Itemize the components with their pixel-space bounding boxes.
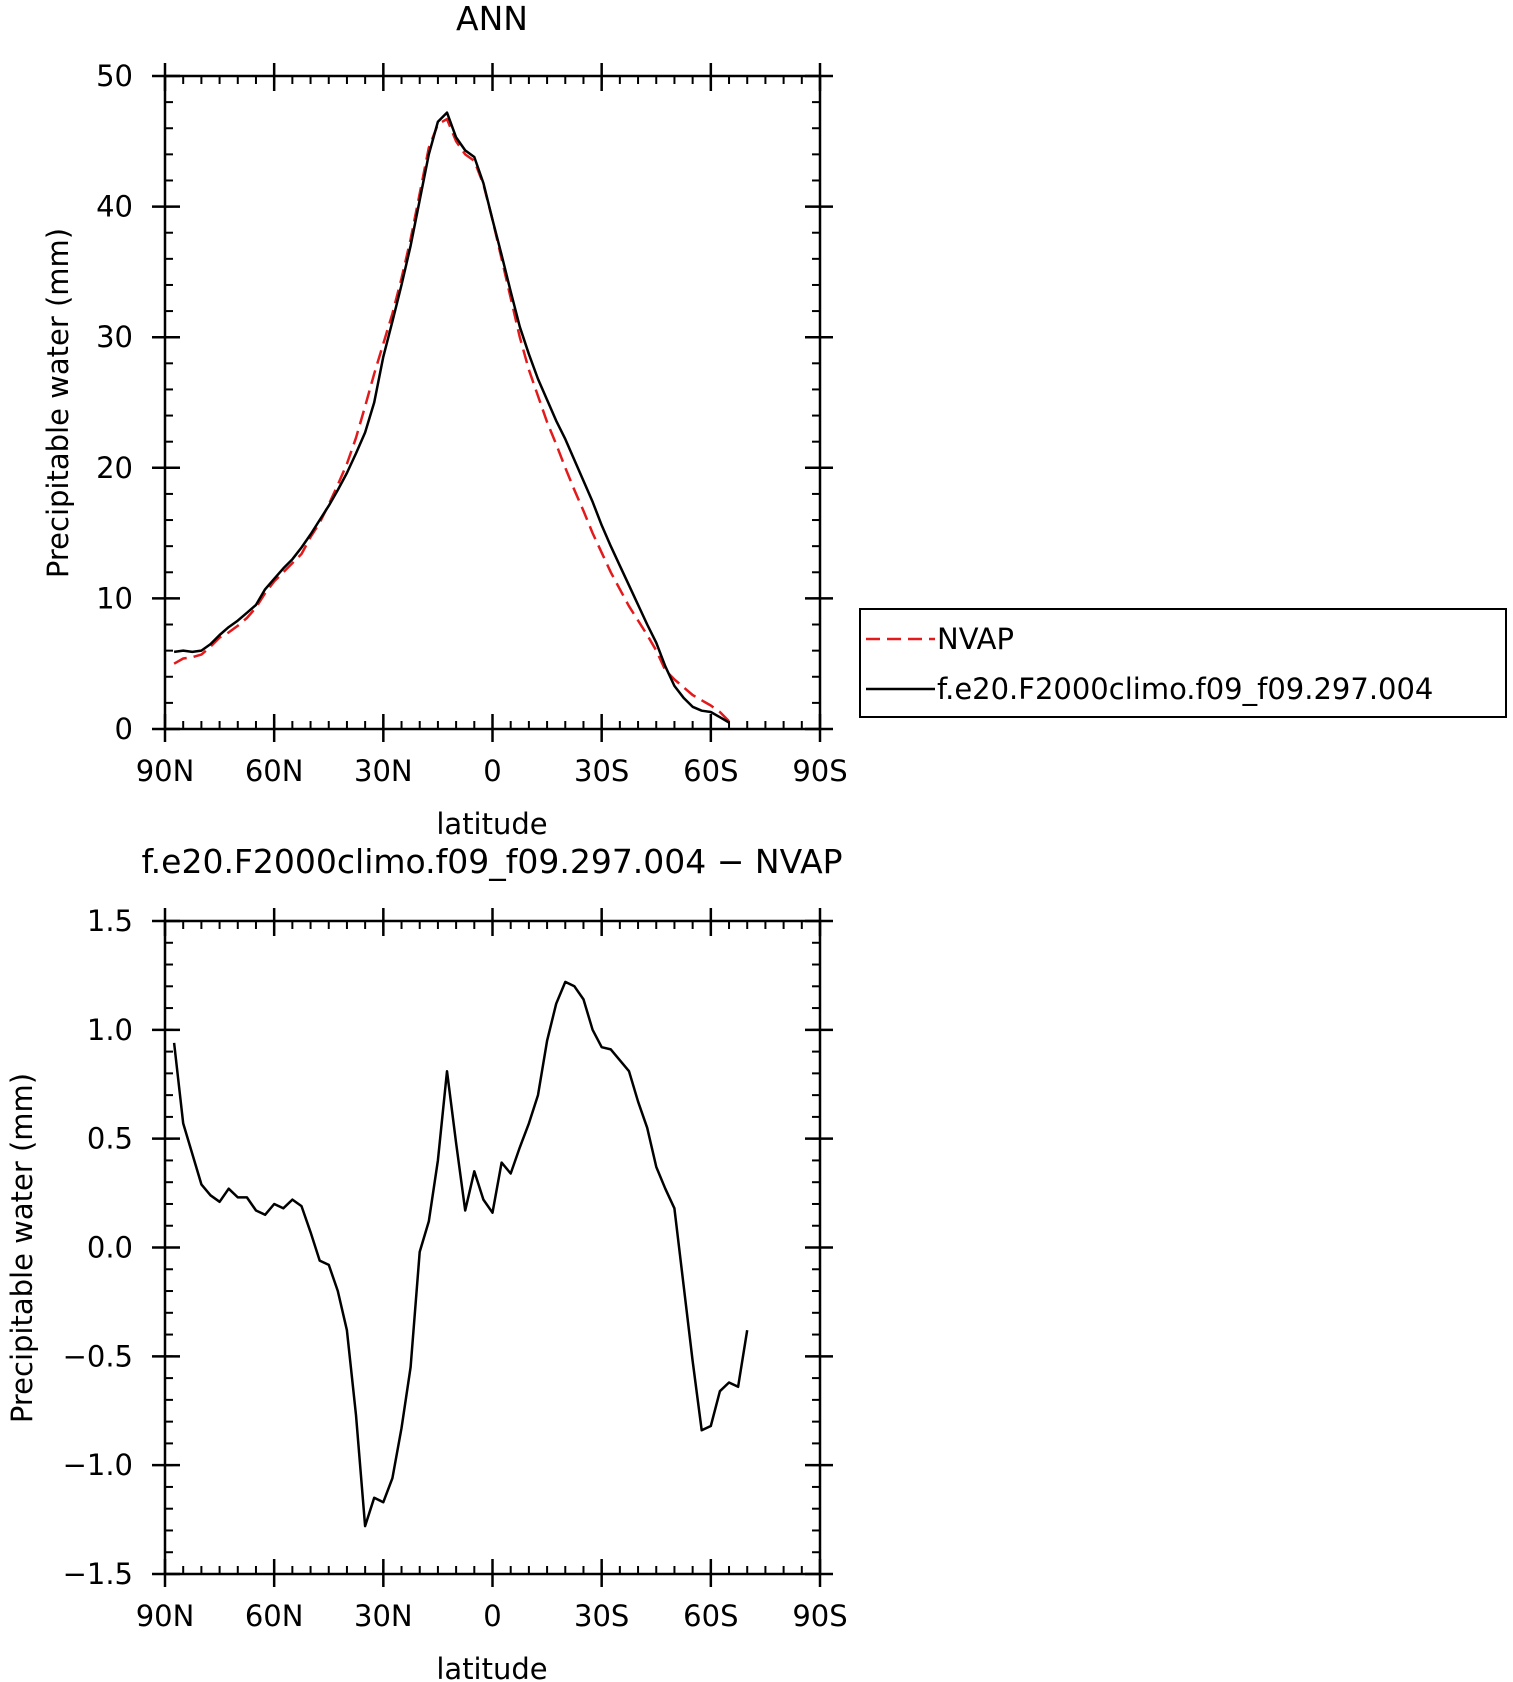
- top-plot-frame: [163, 74, 822, 731]
- top-series-line-0: [173, 117, 730, 723]
- bottom-x-tick-label: 0: [483, 1599, 501, 1633]
- top-x-tick-label: 90N: [136, 754, 195, 788]
- bottom-x-tick-label: 30S: [574, 1599, 629, 1633]
- legend-nvap-label: NVAP: [937, 622, 1014, 656]
- top-series-line-1: [173, 111, 730, 724]
- top-x-tick-label: 60N: [245, 754, 304, 788]
- bottom-tick-labels: 90N 60N 30N 0 30S 60S 90S −1.5 −1.0 −0.5 0.0 0.5 1.0…: [63, 904, 848, 1633]
- bottom-y-axis-label: Precipitable water (mm): [5, 1073, 39, 1423]
- bottom-x-tick-label: 60S: [683, 1599, 738, 1633]
- top-y-axis-label: Precipitable water (mm): [41, 228, 75, 578]
- legend: NVAP f.e20.F2000climo.f09_f09.297.004: [859, 608, 1507, 718]
- bottom-ticks: [152, 908, 833, 1587]
- bottom-x-tick-label: 90N: [136, 1599, 195, 1633]
- bottom-x-tick-label: 30N: [354, 1599, 413, 1633]
- top-y-tick-label: 10: [96, 581, 133, 615]
- bottom-x-axis-label: latitude: [436, 1652, 547, 1682]
- bottom-x-tick-label: 90S: [792, 1599, 847, 1633]
- bottom-x-tick-label: 60N: [245, 1599, 304, 1633]
- top-x-tick-label: 60S: [683, 754, 738, 788]
- bottom-y-tick-label: 0.5: [87, 1122, 133, 1156]
- top-x-tick-label: 30N: [354, 754, 413, 788]
- legend-model-label: f.e20.F2000climo.f09_f09.297.004: [937, 672, 1433, 706]
- bottom-series-line-0: [172, 980, 749, 1528]
- legend-box: [859, 608, 1507, 718]
- top-x-axis-label: latitude: [436, 807, 547, 841]
- bottom-y-tick-label: −0.5: [63, 1339, 133, 1373]
- top-chart-title: ANN: [456, 0, 528, 38]
- top-y-tick-label: 0: [115, 712, 133, 746]
- top-x-tick-label: 30S: [574, 754, 629, 788]
- top-x-tick-label: 90S: [792, 754, 847, 788]
- top-ticks: [152, 63, 833, 742]
- bottom-series: [172, 980, 749, 1528]
- bottom-y-tick-label: −1.0: [63, 1448, 133, 1482]
- top-tick-labels: 90N 60N 30N 0 30S 60S 90S 0 10 20 30 40 50: [96, 59, 848, 788]
- bottom-chart-title: f.e20.F2000climo.f09_f09.297.004 − NVAP: [141, 842, 842, 881]
- bottom-panel: f.e20.F2000climo.f09_f09.297.004 − NVAP …: [5, 842, 848, 1682]
- top-x-tick-label: 0: [483, 754, 501, 788]
- bottom-y-tick-label: 1.5: [87, 904, 133, 938]
- top-series: [173, 111, 730, 724]
- top-panel: ANN 90N 60N 30N 0 30S 60S 90S 0 10 20 30 40 50 latit…: [41, 0, 848, 841]
- bottom-plot-frame: [163, 919, 822, 1576]
- bottom-y-tick-label: 0.0: [87, 1231, 133, 1265]
- bottom-y-tick-label: −1.5: [63, 1557, 133, 1591]
- bottom-y-tick-label: 1.0: [87, 1013, 133, 1047]
- top-y-tick-label: 40: [96, 190, 133, 224]
- top-y-tick-label: 20: [96, 451, 133, 485]
- top-y-tick-label: 50: [96, 59, 133, 93]
- top-y-tick-label: 30: [96, 320, 133, 354]
